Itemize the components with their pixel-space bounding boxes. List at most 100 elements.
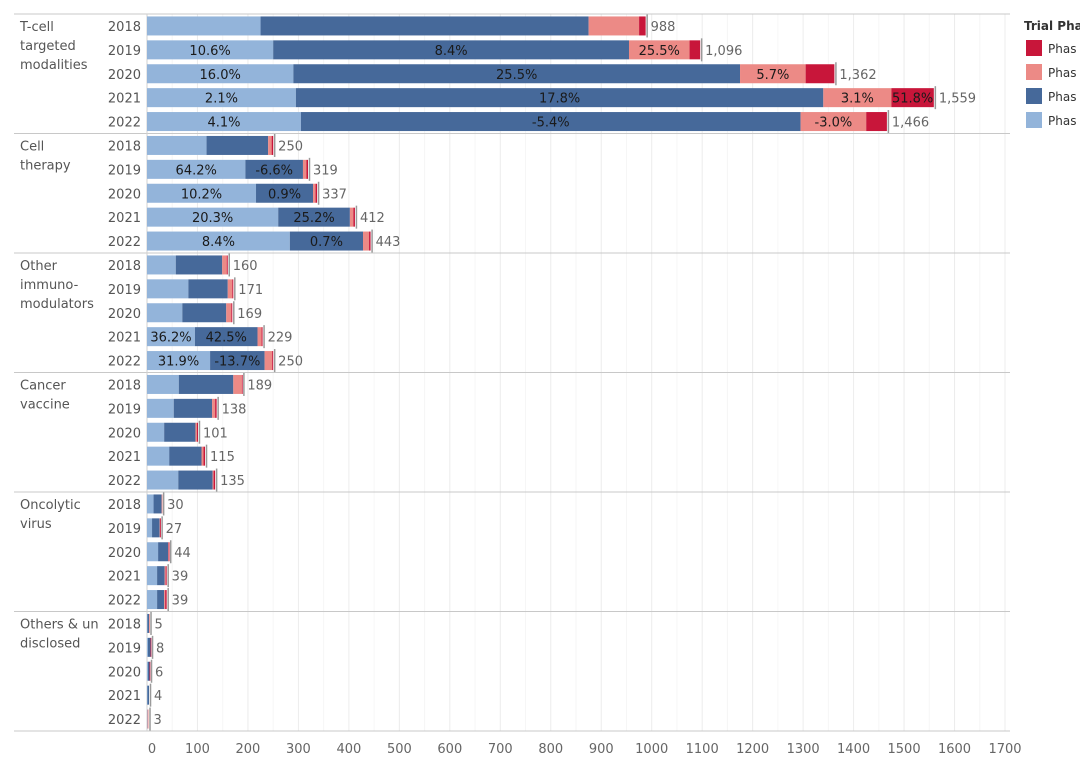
year-label: 2019 [108, 44, 141, 59]
bar-segment [147, 494, 154, 514]
x-tick-label: 1300 [787, 742, 820, 757]
bar-segment [226, 255, 228, 275]
legend-title: Trial Pha [1024, 19, 1080, 33]
segment-label: 25.5% [496, 68, 537, 83]
total-label: 30 [167, 498, 184, 513]
bar-segment [233, 374, 242, 394]
segment-label: 16.0% [200, 68, 241, 83]
total-label: 115 [210, 450, 235, 465]
legend-label: Phas [1048, 42, 1076, 56]
bar-segment [168, 542, 170, 562]
category-label: Cancer [20, 379, 66, 394]
x-tick-label: 1000 [635, 742, 668, 757]
bar-segment [164, 566, 166, 586]
total-label: 39 [172, 570, 189, 585]
segment-label: -6.6% [255, 163, 293, 178]
segment-label: -13.7% [214, 355, 260, 370]
bar-segment [158, 542, 169, 562]
x-tick-label: 200 [236, 742, 261, 757]
year-label: 2022 [108, 235, 141, 250]
segment-label: 10.6% [189, 44, 230, 59]
bar-segment [295, 88, 824, 108]
bar-segment [256, 183, 314, 203]
category-label: vaccine [20, 398, 70, 413]
total-label: 160 [233, 259, 258, 274]
year-label: 2020 [108, 665, 141, 680]
year-label: 2018 [108, 20, 141, 35]
category-label: Other [20, 259, 58, 274]
year-label: 2020 [108, 426, 141, 441]
bar-segment [212, 398, 216, 418]
segment-label: 8.4% [435, 44, 468, 59]
bar-segment [147, 446, 170, 466]
bar-segment [222, 255, 227, 275]
category-label: modalities [20, 58, 88, 73]
bar-segment [147, 709, 149, 729]
x-tick-label: 900 [589, 742, 614, 757]
total-label: 169 [237, 307, 262, 322]
year-label: 2022 [108, 594, 141, 609]
bar-segment [369, 231, 371, 251]
bar-segment [147, 566, 158, 586]
bar-segment [157, 566, 165, 586]
segment-label: 2.1% [205, 92, 238, 107]
category-label: disclosed [20, 637, 80, 652]
year-label: 2018 [108, 498, 141, 513]
bar-segment [147, 590, 158, 610]
bar-segment [147, 231, 290, 251]
year-label: 2021 [108, 331, 141, 346]
bar-segment [257, 327, 262, 347]
bar-segment [245, 159, 303, 179]
segment-label: 42.5% [206, 331, 247, 346]
year-label: 2019 [108, 402, 141, 417]
bar-segment [159, 518, 161, 538]
bar-segment [628, 40, 690, 60]
x-tick-label: 1500 [888, 742, 921, 757]
bar-segment [278, 207, 350, 227]
bar-segment [147, 613, 150, 633]
x-tick-label: 100 [185, 742, 210, 757]
year-label: 2018 [108, 617, 141, 632]
bar-segment [182, 303, 227, 323]
year-label: 2022 [108, 355, 141, 370]
bar-segment [164, 590, 166, 610]
bar-segment [194, 327, 258, 347]
bar-segment [800, 112, 867, 132]
bar-segment [272, 351, 274, 371]
bar-segment [147, 255, 176, 275]
bar-segment [261, 327, 263, 347]
bar-segment [805, 64, 835, 84]
total-label: 8 [156, 641, 164, 656]
bar-segment [147, 518, 153, 538]
bar-segment [210, 351, 265, 371]
category-label: Oncolytic [20, 498, 81, 513]
bar-segment [226, 303, 232, 323]
x-tick-label: 400 [336, 742, 361, 757]
bar-segment [206, 135, 269, 155]
bar-segment [264, 351, 273, 371]
bar-segment [212, 470, 214, 490]
total-label: 171 [238, 283, 263, 298]
total-label: 250 [278, 139, 303, 154]
total-label: 229 [268, 331, 293, 346]
legend-label: Phas [1048, 114, 1076, 128]
bar-segment [148, 661, 150, 681]
x-tick-label: 300 [286, 742, 311, 757]
year-label: 2019 [108, 163, 141, 178]
bar-segment [227, 279, 233, 299]
bar-segment [196, 422, 198, 442]
bar-segment [147, 398, 174, 418]
bar-segment [153, 494, 162, 514]
bar-segment [147, 207, 279, 227]
bar-segment [313, 183, 316, 203]
bar-segment [147, 16, 261, 36]
bar-segment [165, 590, 167, 610]
bar-segment [147, 64, 294, 84]
year-label: 2019 [108, 522, 141, 537]
year-label: 2020 [108, 68, 141, 83]
legend-label: Phas [1048, 90, 1076, 104]
bar-segment [349, 207, 354, 227]
bar-segment [293, 64, 741, 84]
bar-segment [160, 518, 161, 538]
year-label: 2019 [108, 283, 141, 298]
